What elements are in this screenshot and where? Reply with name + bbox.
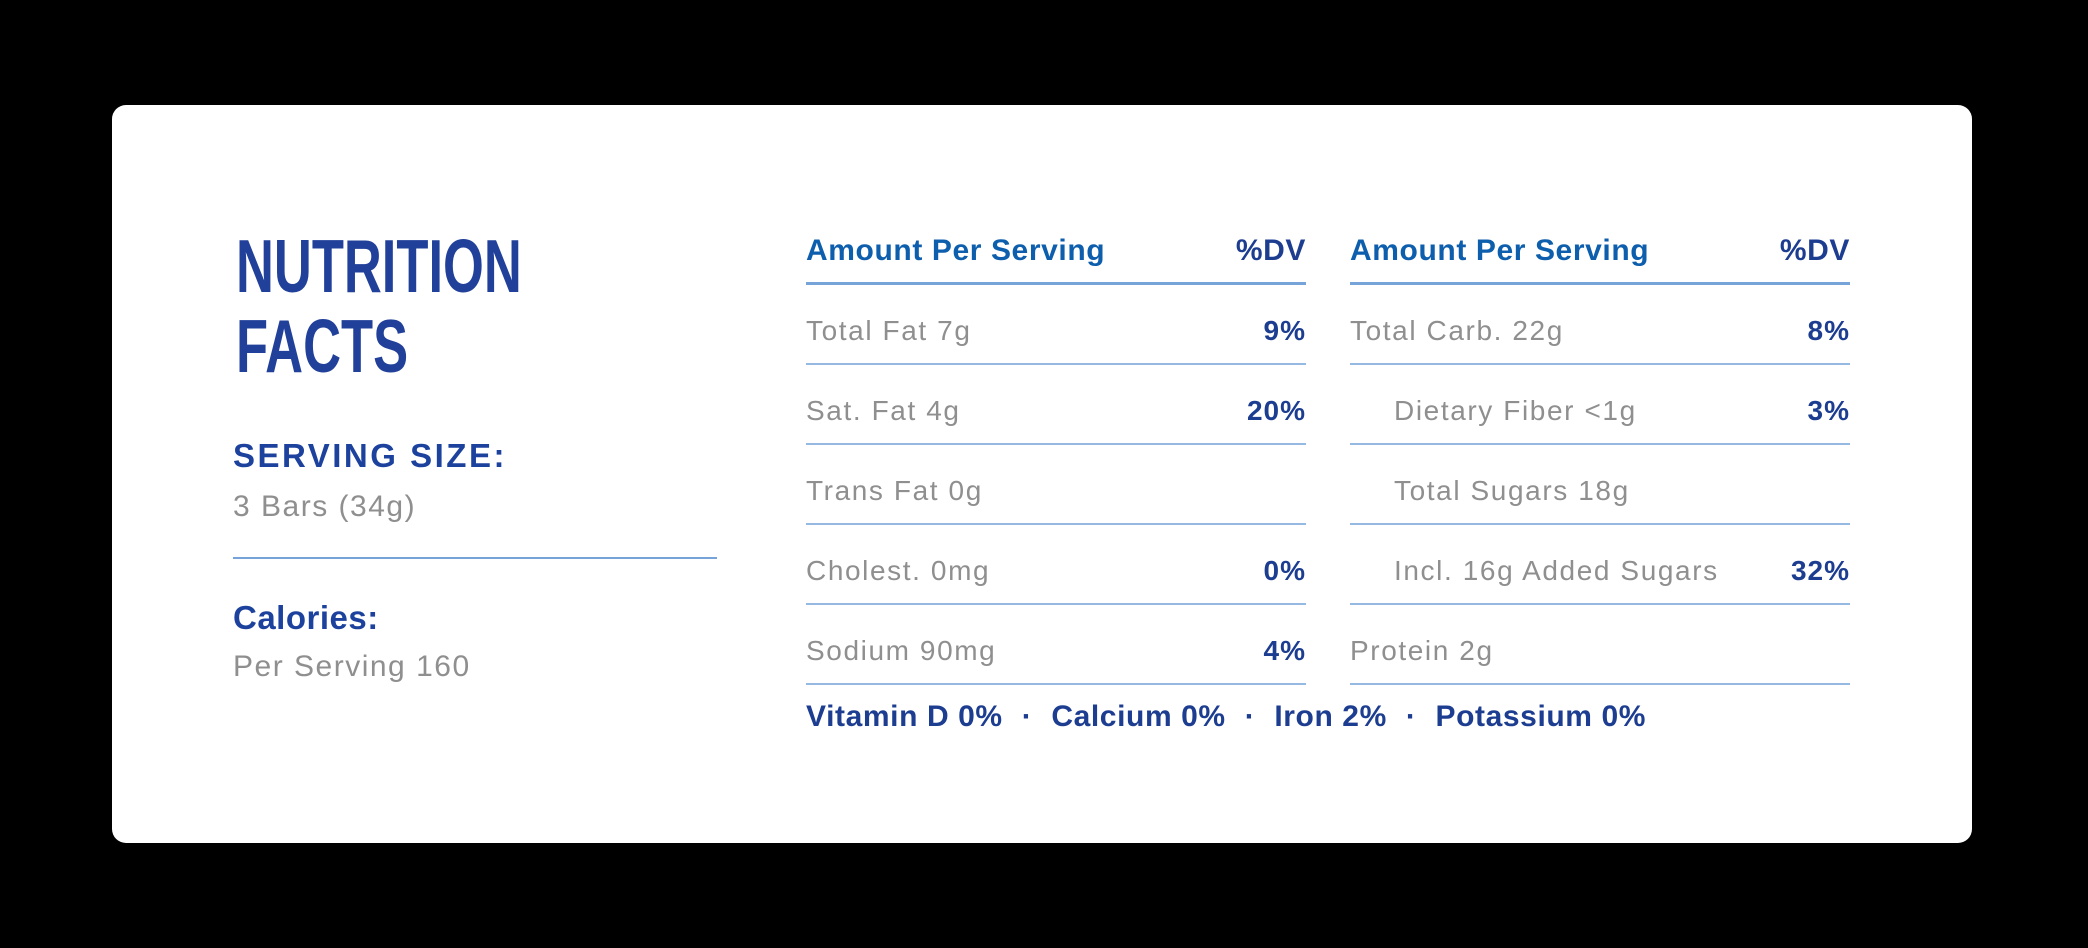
nutrient-row-sat-fat: Sat. Fat 4g 20%	[806, 365, 1306, 445]
nutrient-dv-value: 8%	[1807, 315, 1850, 346]
nutrient-label: Cholest. 0mg	[806, 555, 991, 586]
percent-dv-heading: %DV	[1779, 234, 1850, 267]
amount-per-serving-heading: Amount Per Serving	[806, 234, 1106, 267]
micronutrient-potassium: Potassium 0%	[1435, 700, 1647, 733]
nutrient-label: Sodium 90mg	[806, 635, 997, 666]
left-panel-divider	[233, 557, 717, 559]
nutrient-row-sodium: Sodium 90mg 4%	[806, 605, 1306, 685]
nutrient-row-added-sugars: Incl. 16g Added Sugars 32%	[1350, 525, 1850, 605]
nutrient-label: Protein 2g	[1350, 635, 1494, 666]
dot-separator: ·	[1405, 700, 1417, 733]
nutrient-dv-value: 20%	[1246, 395, 1306, 426]
title-line-2: FACTS	[236, 304, 409, 388]
nutrient-row-total-fat: Total Fat 7g 9%	[806, 285, 1306, 365]
micronutrient-calcium: Calcium 0%	[1051, 700, 1226, 733]
nutrient-row-trans-fat: Trans Fat 0g	[806, 445, 1306, 525]
nutrient-dv-value: 3%	[1807, 395, 1850, 426]
column-header: Amount Per Serving %DV	[806, 205, 1306, 285]
title-line-1: NUTRITION	[236, 224, 522, 308]
nutrient-label: Dietary Fiber <1g	[1394, 395, 1637, 426]
percent-dv-heading: %DV	[1235, 234, 1306, 267]
nutrient-row-dietary-fiber: Dietary Fiber <1g 3%	[1350, 365, 1850, 445]
nutrient-row-cholesterol: Cholest. 0mg 0%	[806, 525, 1306, 605]
serving-size-value: 3 Bars (34g)	[233, 490, 417, 523]
nutrient-label: Total Fat 7g	[806, 315, 972, 346]
dot-separator: ·	[1021, 700, 1033, 733]
nutrient-label: Total Carb. 22g	[1350, 315, 1564, 346]
nutrient-dv-value: 32%	[1790, 555, 1850, 586]
column-header: Amount Per Serving %DV	[1350, 205, 1850, 285]
nutrient-row-total-carb: Total Carb. 22g 8%	[1350, 285, 1850, 365]
nutrient-dv-value: 4%	[1263, 635, 1306, 666]
nutrient-label: Incl. 16g Added Sugars	[1394, 555, 1719, 586]
micronutrients-line: Vitamin D 0% · Calcium 0% · Iron 2% · Potassiu…	[806, 697, 1646, 737]
nutrient-dv-value: 9%	[1263, 315, 1306, 346]
nutrient-label: Trans Fat 0g	[806, 475, 983, 506]
nutrient-label: Total Sugars 18g	[1394, 475, 1630, 506]
nutrition-facts-card: NUTRITION FACTS SERVING SIZE: 3 Bars (34…	[112, 105, 1972, 843]
amount-per-serving-heading: Amount Per Serving	[1350, 234, 1650, 267]
dot-separator: ·	[1244, 700, 1256, 733]
serving-size-label: SERVING SIZE:	[233, 437, 507, 474]
micronutrient-vitamin-d: Vitamin D 0%	[806, 700, 1003, 733]
nutrient-column-fats: Amount Per Serving %DV Total Fat 7g 9% S…	[806, 205, 1306, 685]
nutrient-label: Sat. Fat 4g	[806, 395, 961, 426]
nutrient-dv-value: 0%	[1263, 555, 1306, 586]
nutrition-facts-title: NUTRITION FACTS	[236, 226, 522, 386]
nutrient-row-total-sugars: Total Sugars 18g	[1350, 445, 1850, 525]
nutrient-column-carbs: Amount Per Serving %DV Total Carb. 22g 8…	[1350, 205, 1850, 685]
micronutrient-iron: Iron 2%	[1274, 700, 1387, 733]
calories-value: Per Serving 160	[233, 650, 471, 683]
nutrient-row-protein: Protein 2g	[1350, 605, 1850, 685]
calories-label: Calories:	[233, 599, 379, 636]
